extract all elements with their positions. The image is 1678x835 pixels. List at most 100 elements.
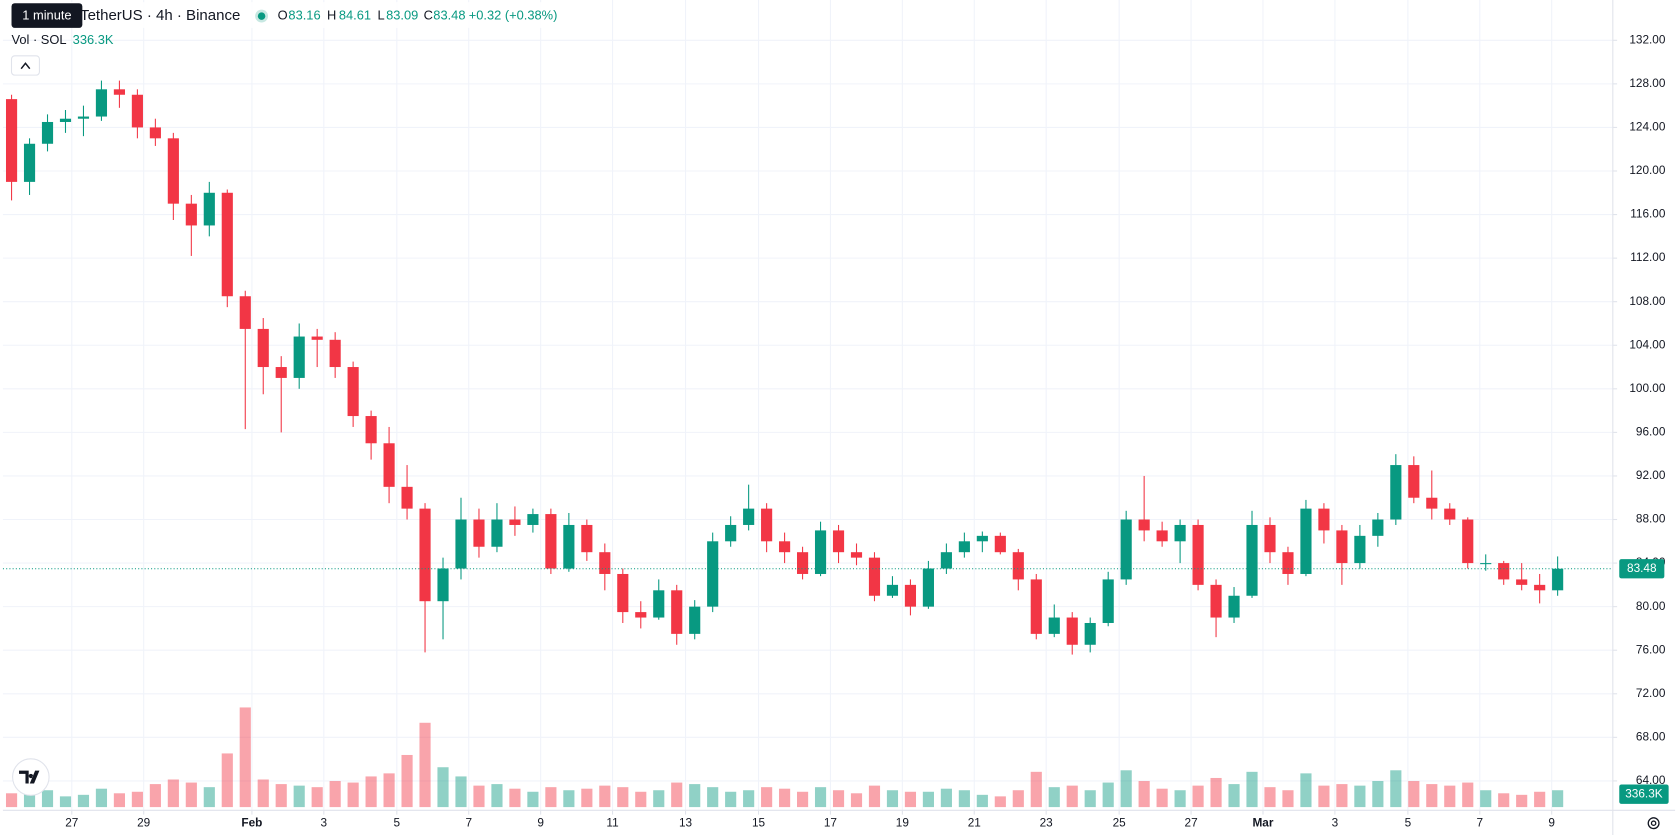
y-tick-label: 68.00	[1636, 729, 1666, 743]
volume-bar	[365, 776, 377, 808]
low-label: L	[377, 8, 384, 23]
y-tick-label: 88.00	[1636, 512, 1666, 526]
volume-bar	[1156, 788, 1168, 808]
candle-body	[1048, 617, 1060, 634]
y-tick-label: 92.00	[1636, 468, 1666, 482]
x-tick-label: 23	[1040, 815, 1054, 829]
candle-body	[455, 519, 467, 569]
volume-badge	[1619, 784, 1669, 804]
volume-bar	[635, 791, 647, 808]
candle-body	[77, 116, 90, 119]
x-tick-label: 21	[968, 815, 981, 829]
candle-body	[1408, 465, 1420, 498]
candle-body	[617, 573, 629, 613]
volume-bar	[707, 787, 719, 808]
volume-bar	[23, 785, 36, 808]
x-tick-label: 13	[679, 815, 693, 829]
candle-body	[707, 541, 719, 607]
volume-bar	[653, 790, 665, 808]
y-tick-label: 104.00	[1629, 337, 1666, 351]
volume-bar	[1012, 790, 1024, 808]
volume-bar	[1534, 791, 1546, 808]
candle-body	[814, 530, 827, 574]
candle-body	[940, 552, 952, 569]
grid	[2, 0, 1613, 811]
volume-bar	[1120, 770, 1132, 808]
candle-body	[1390, 465, 1402, 520]
volume-bar	[1498, 793, 1510, 808]
y-tick-label: 112.00	[1630, 250, 1666, 264]
candle-body	[1534, 584, 1546, 591]
x-tick-label: 3	[321, 815, 328, 829]
candle-body	[850, 552, 863, 558]
tooltip: 1 minute	[22, 8, 71, 23]
volume-bar	[1462, 782, 1474, 808]
volume-bar	[1318, 785, 1330, 808]
open-label: O	[278, 8, 288, 23]
symbol-title[interactable]: SOL/TetherUS · 4h · Binance	[46, 7, 240, 24]
volume-bar	[1552, 790, 1564, 808]
volume-bar	[886, 790, 899, 808]
volume-bar	[617, 787, 629, 808]
y-tick-label: 128.00	[1629, 76, 1666, 90]
candle-body	[185, 203, 197, 226]
volume-bar	[167, 779, 179, 808]
logo-mark	[19, 770, 40, 784]
x-tick-label: 25	[1113, 815, 1127, 829]
volume-bar	[1300, 773, 1312, 808]
collapse-button[interactable]	[10, 55, 40, 76]
volume-bar	[779, 788, 791, 808]
candle-body	[1282, 552, 1294, 574]
tooltip-box	[11, 3, 83, 28]
status-dot	[257, 12, 266, 20]
collapse-icon	[20, 62, 31, 70]
candle-body	[904, 584, 917, 607]
volume-badge-label: 336.3K	[1625, 786, 1663, 800]
gear-ring	[1647, 817, 1660, 830]
candle-body	[1444, 508, 1456, 520]
high-value: 84.61	[339, 8, 371, 23]
volume-bar	[203, 787, 215, 808]
candle-body	[347, 367, 359, 417]
candle-body	[653, 590, 665, 618]
y-tick-label: 120.00	[1629, 163, 1666, 177]
x-tick-label: 3	[1332, 815, 1339, 829]
volume-bar	[527, 791, 539, 808]
candle-body	[1066, 617, 1078, 645]
candle-body	[131, 94, 143, 128]
volume-bar	[221, 753, 233, 808]
open-value: 83.16	[288, 8, 320, 23]
candle-body	[113, 89, 125, 95]
volume-bar	[5, 793, 18, 808]
y-tick-label: 100.00	[1629, 381, 1666, 395]
settings-icon[interactable]	[1647, 817, 1660, 830]
volume-bar	[1390, 770, 1402, 808]
last-price-label: 83.48	[1627, 561, 1657, 575]
candle-body	[1354, 535, 1366, 564]
candle-body	[994, 535, 1006, 553]
volume-bar	[1210, 777, 1222, 808]
candle-body	[293, 336, 305, 378]
volume-bar	[1408, 781, 1420, 808]
x-tick-label: Mar	[1252, 815, 1273, 829]
candle-body	[1318, 508, 1330, 531]
candle-body	[1084, 622, 1096, 645]
volume-bar	[1192, 785, 1204, 808]
x-tick-label: 15	[752, 815, 766, 829]
x-tick-label: 5	[1405, 815, 1412, 829]
volume-bar	[257, 779, 269, 808]
volume-bar	[1336, 784, 1348, 808]
x-tick-label: 7	[1477, 815, 1484, 829]
candle-body	[167, 138, 179, 204]
volume-bar	[563, 790, 575, 808]
candle-body	[922, 568, 934, 607]
volume-bar	[976, 794, 988, 808]
axes: 64.0068.0072.0076.0080.0084.0088.0092.00…	[65, 32, 1669, 829]
candle-body	[886, 584, 899, 596]
y-tick-label: 96.00	[1636, 424, 1666, 438]
candle-body	[383, 443, 395, 487]
candle-body	[329, 339, 341, 368]
volume-bar	[1030, 771, 1042, 808]
volume-bar	[1138, 781, 1150, 808]
